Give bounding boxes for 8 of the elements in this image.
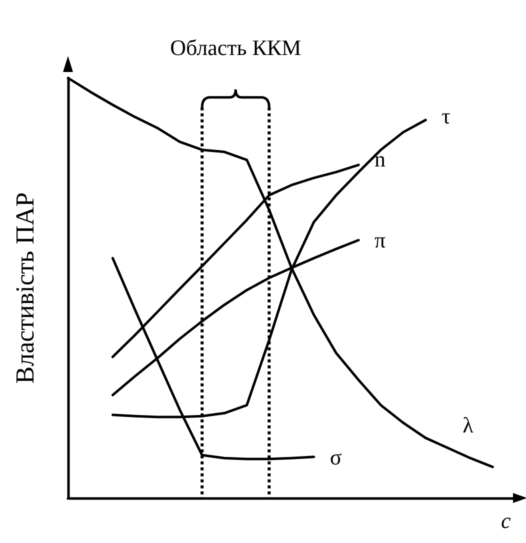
series-label: n — [374, 146, 386, 172]
x-axis-title: c — [501, 508, 511, 534]
series-label: τ — [442, 104, 451, 128]
series-label: π — [374, 228, 386, 253]
y-axis-title: Властивість ПАР — [10, 192, 40, 384]
series-label: λ — [462, 412, 474, 438]
series-label: σ — [330, 444, 342, 470]
text: Область ККМ — [169, 35, 302, 62]
